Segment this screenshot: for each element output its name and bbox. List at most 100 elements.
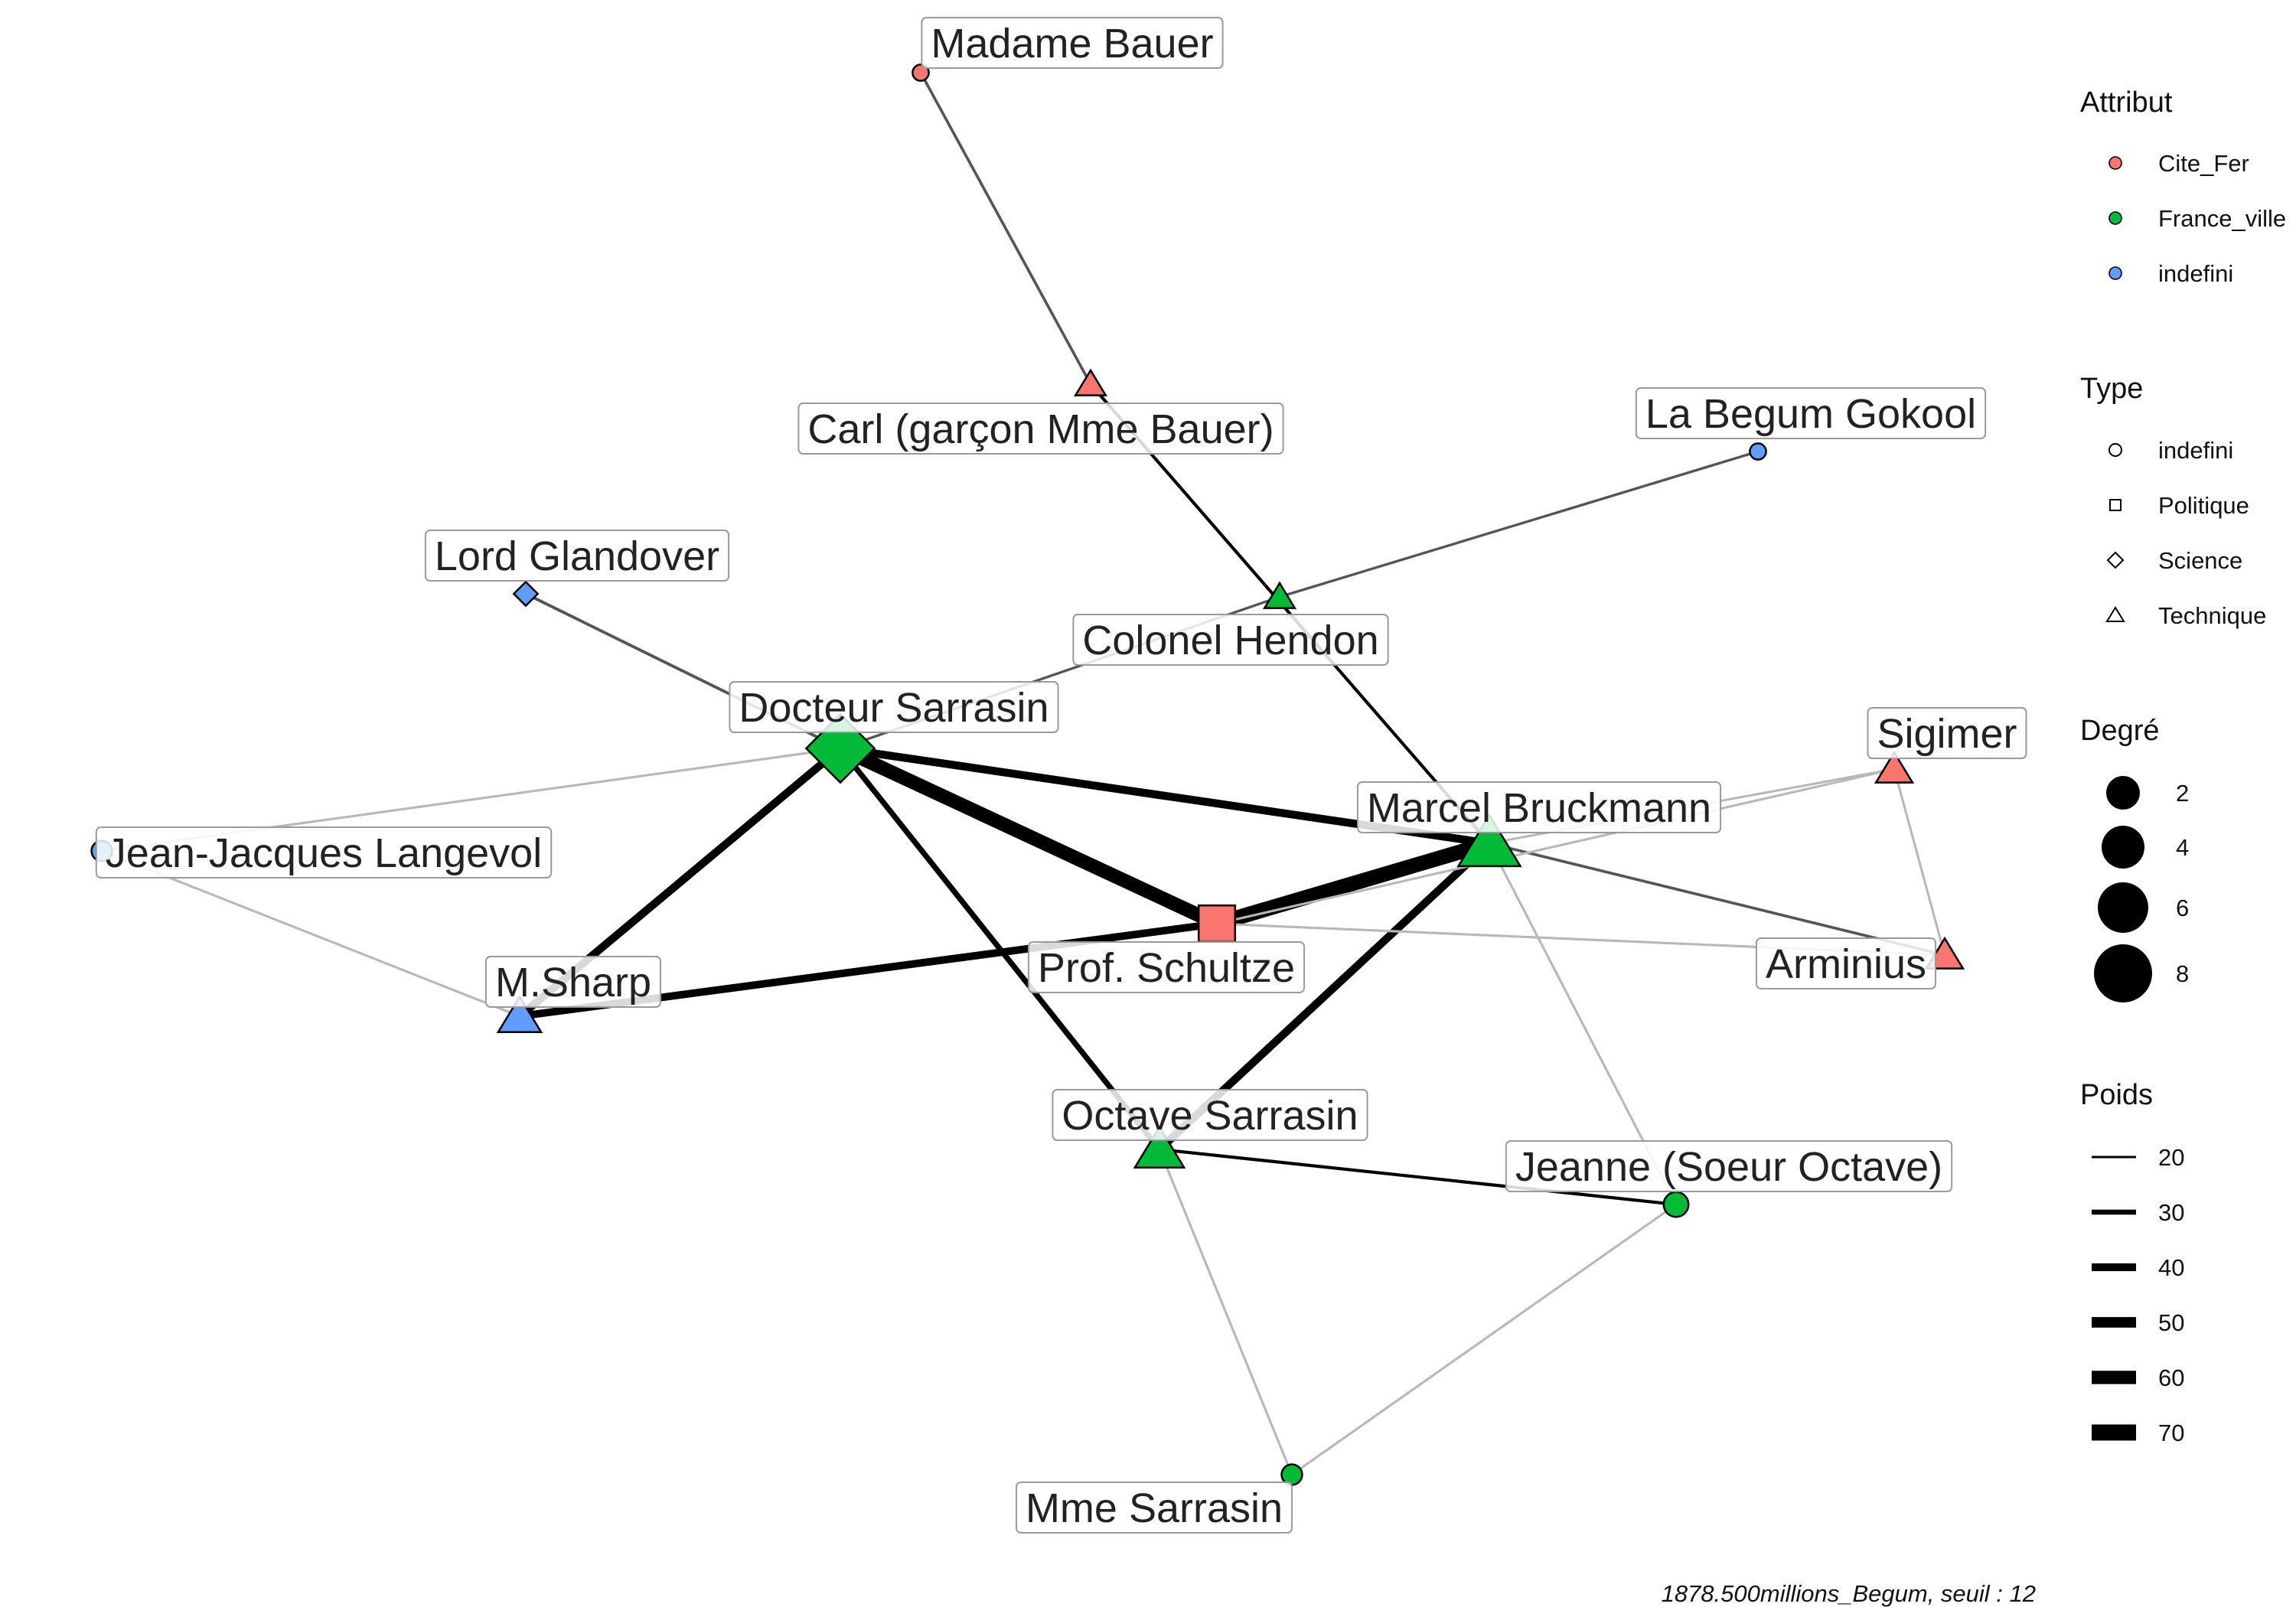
edge-la_begum-colonel_hendon [1279,450,1759,598]
labels-layer: Madame Bauer Carl (garçon Mme Bauer) La Be… [95,17,2027,1534]
legend-poids-label: 70 [2158,1420,2184,1446]
legend-degre-label: 2 [2176,780,2189,807]
legend-poids-label: 50 [2158,1309,2184,1336]
edge-jeanne-mme_sarrasin [1291,1203,1677,1476]
node-label-text: Arminius [1766,941,1926,987]
edges-layer [101,72,1946,1476]
node-label-marcel: Marcel Bruckmann [1356,781,1722,833]
legend-poids-line [2092,1424,2136,1441]
label-box [424,530,730,582]
legend-poids-line [2092,1263,2136,1272]
label-box [1052,1089,1368,1141]
node-sigimer [1874,750,1915,784]
node-label-carl: Carl (garçon Mme Bauer) [797,403,1284,455]
node-label-text: Madame Bauer [931,21,1213,67]
node-label-text: Jeanne (Soeur Octave) [1515,1144,1942,1190]
legend-degre-label: 4 [2176,834,2189,861]
legend-poids-label: 40 [2158,1254,2184,1281]
node-carl [1074,368,1107,396]
label-box [1356,781,1722,833]
node-jeanne [1662,1191,1690,1218]
caption: 1878.500millions_Begum, seuil : 12 [1662,1580,2036,1607]
legend-degre-dot [2094,944,2152,1002]
label-box [1027,941,1306,993]
node-label-text: Docteur Sarrasin [739,685,1049,731]
edge-sigimer-arminius [1893,768,1946,956]
label-box [1867,707,2027,759]
label-box [1015,1482,1293,1534]
legend-attribut-swatch [2108,266,2122,280]
legend-attribut-items: Cite_Fer France_ville indefini [2108,150,2286,287]
node-label-sigimer: Sigimer [1867,707,2027,759]
node-label-madame_bauer: Madame Bauer [921,17,1224,69]
label-box [1635,387,1987,439]
legend-poids-label: 30 [2158,1199,2184,1226]
edge-marcel-arminius [1489,842,1945,957]
node-la_begum [1749,442,1767,461]
node-label-text: Prof. Schultze [1038,945,1295,991]
legend-type-symbol-triangle [2105,606,2125,622]
legend-type-items: indefini Politique Science Technique [2105,437,2266,629]
edge-marcel-prof_schultze [1215,836,1492,931]
node-marcel [1456,813,1522,868]
legend-poids-items: 20 30 40 50 60 70 [2092,1144,2184,1446]
edge-docteur_sarrasin-prof_schultze [837,742,1220,931]
legend-type-label: indefini [2158,437,2233,464]
node-label-jj_langevol: Jean-Jacques Langevol [95,826,553,878]
node-label-text: La Begum Gokool [1645,391,1976,437]
legend-poids-title: Poids [2080,1079,2153,1111]
node-docteur_sarrasin [804,712,876,784]
node-m_sharp [496,994,543,1033]
node-label-text: Carl (garçon Mme Bauer) [807,406,1274,452]
node-label-arminius: Arminius [1755,937,1937,989]
node-lord_glandover [512,580,540,608]
node-label-lord_glandover: Lord Glandover [424,530,730,582]
label-box [1072,614,1389,666]
edge-madame_bauer-carl [919,72,1092,385]
legend-degre-dot [2106,776,2140,810]
legend-degre-dot [2098,882,2148,933]
legend-poids-line [2092,1371,2136,1384]
legend-attribut-title: Attribut [2080,86,2173,119]
node-label-prof_schultze: Prof. Schultze [1027,941,1306,993]
node-colonel_hendon [1263,581,1296,609]
legend-poids-line [2092,1156,2136,1159]
legend-degre-items: 2 4 6 8 [2094,776,2189,1002]
node-label-text: M.Sharp [495,960,651,1006]
label-box [484,956,662,1008]
node-label-docteur_sarrasin: Docteur Sarrasin [729,681,1059,733]
legend-attribut-swatch [2108,156,2122,170]
label-box [95,826,553,878]
node-label-text: Colonel Hendon [1082,618,1378,663]
node-label-octave: Octave Sarrasin [1052,1089,1368,1141]
legend-attribut-label: Cite_Fer [2158,150,2249,177]
label-box [729,681,1059,733]
edge-octave-mme_sarrasin [1158,1149,1293,1475]
legend-type-title: Type [2080,373,2143,405]
edge-prof_schultze-sigimer [1216,768,1895,925]
legend-attribut-swatch [2108,211,2122,225]
legend-degre-label: 8 [2176,960,2189,987]
node-label-jeanne: Jeanne (Soeur Octave) [1505,1140,1953,1192]
legend-poids-label: 60 [2158,1364,2184,1391]
legend-type-symbol-circle [2108,443,2122,457]
edge-octave-jeanne [1159,1147,1677,1207]
legend-poids-label: 20 [2158,1144,2184,1171]
label-box [921,17,1224,69]
legend-degre-label: 6 [2176,895,2189,921]
legend-type-label: Technique [2158,602,2266,629]
label-box [1755,937,1937,989]
node-label-m_sharp: M.Sharp [484,956,662,1008]
node-label-la_begum: La Begum Gokool [1635,387,1987,439]
node-label-text: Octave Sarrasin [1062,1093,1358,1139]
legend-poids-line [2092,1209,2136,1215]
legend-attribut-label: France_ville [2158,205,2286,232]
node-label-text: Jean-Jacques Langevol [106,830,542,876]
legend-attribut-label: indefini [2158,260,2233,287]
legend-type-symbol-square [2109,499,2122,511]
legend-type-label: Politique [2158,492,2249,519]
legend: Attribut Cite_Fer France_ville indefini Ty… [2080,86,2286,1446]
node-label-text: Marcel Bruckmann [1367,785,1711,831]
legend-type-symbol-diamond [2106,551,2125,569]
